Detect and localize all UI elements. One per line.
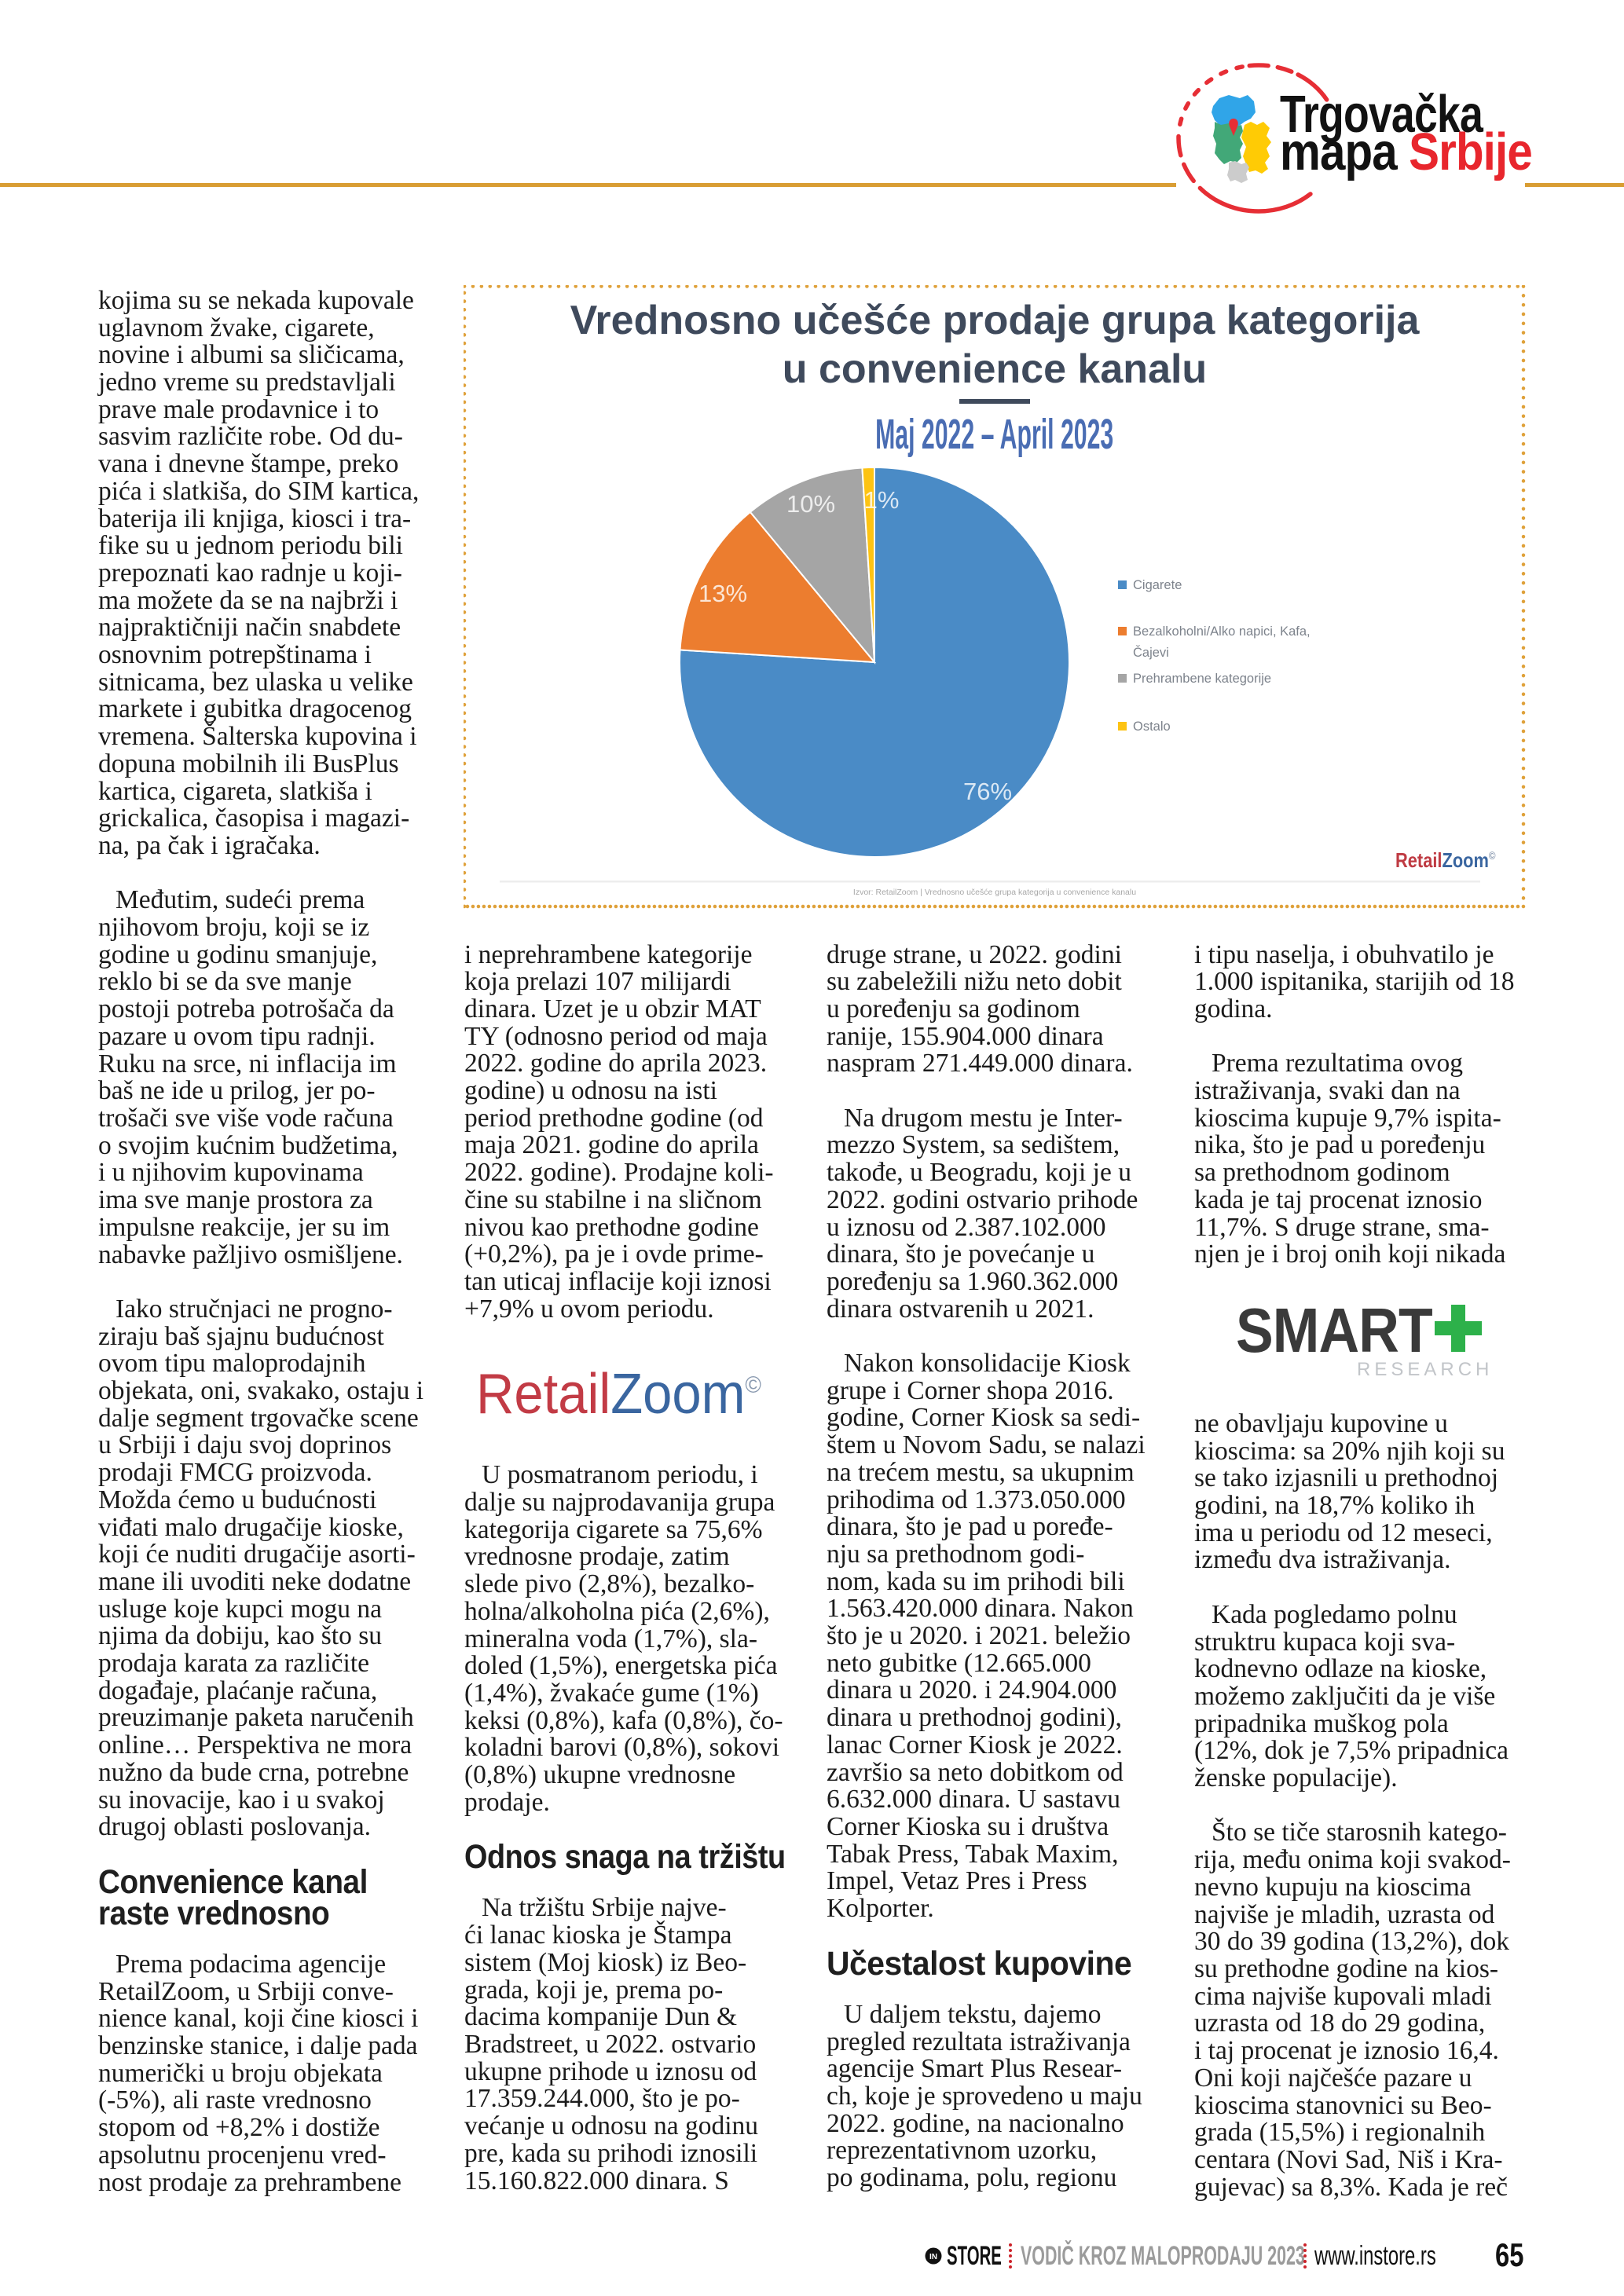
svg-text:IN: IN xyxy=(929,2253,937,2261)
